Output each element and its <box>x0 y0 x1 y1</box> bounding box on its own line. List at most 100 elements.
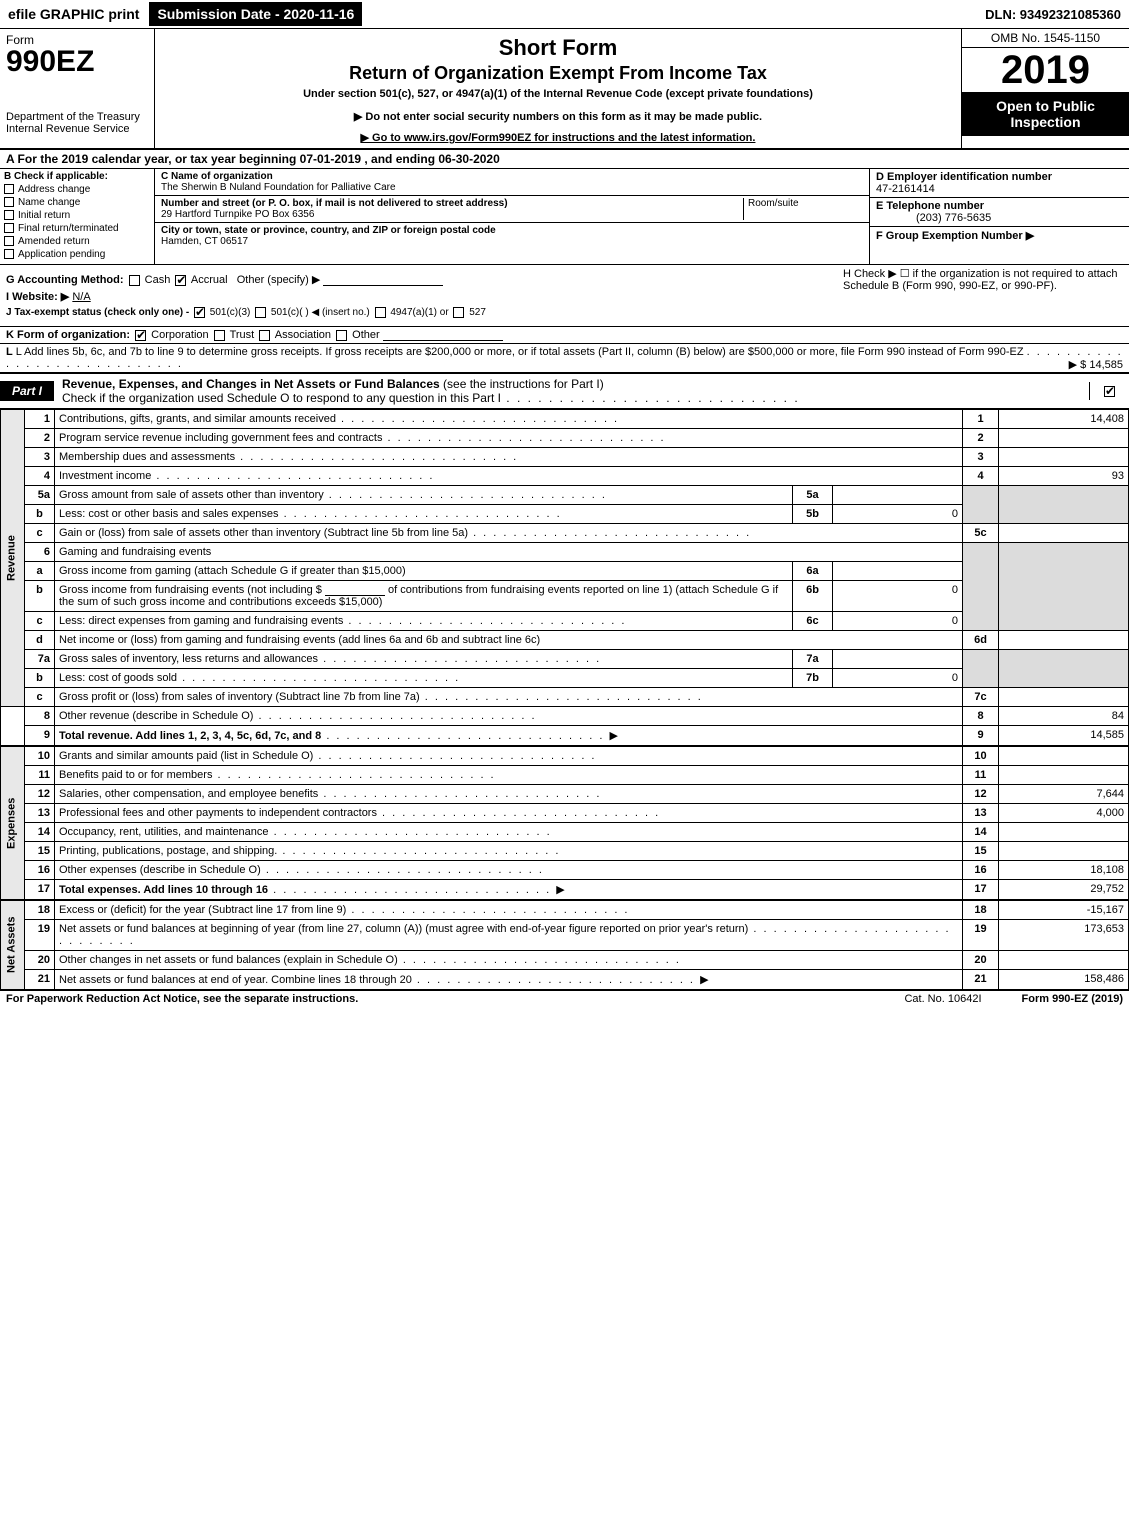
org-city: Hamden, CT 06517 <box>161 236 863 247</box>
amt-line19: 173,653 <box>999 920 1129 951</box>
header-right: OMB No. 1545-1150 2019 Open to Public In… <box>961 29 1129 148</box>
e-tel-label: E Telephone number <box>876 200 984 212</box>
section-b: B Check if applicable: Address change Na… <box>0 169 155 264</box>
chk-assoc[interactable] <box>259 330 270 341</box>
amt-6b: 0 <box>833 581 963 612</box>
room-suite-label: Room/suite <box>743 198 863 220</box>
omb-number: OMB No. 1545-1150 <box>962 29 1129 48</box>
amt-line20 <box>999 951 1129 970</box>
top-bar: efile GRAPHIC print Submission Date - 20… <box>0 0 1129 29</box>
chk-amended-return[interactable]: Amended return <box>4 236 150 247</box>
footer-cat-no: Cat. No. 10642I <box>904 993 981 1005</box>
form-number: 990EZ <box>6 47 148 77</box>
dln-label: DLN: 93492321085360 <box>985 7 1127 22</box>
no-ssn-warning: ▶ Do not enter social security numbers o… <box>163 110 953 123</box>
amt-6c: 0 <box>833 612 963 631</box>
website-value: N/A <box>72 291 90 303</box>
header-left: Form 990EZ Department of the Treasury In… <box>0 29 155 148</box>
side-revenue: Revenue <box>1 410 25 707</box>
section-ghij: G Accounting Method: Cash Accrual Other … <box>0 265 1129 327</box>
chk-accrual[interactable] <box>175 275 186 286</box>
chk-4947[interactable] <box>375 307 386 318</box>
section-k: K Form of organization: Corporation Trus… <box>0 327 1129 344</box>
amt-6a <box>833 562 963 581</box>
footer-left: For Paperwork Reduction Act Notice, see … <box>6 993 358 1005</box>
submission-date-badge: Submission Date - 2020-11-16 <box>149 2 362 26</box>
amt-7b: 0 <box>833 669 963 688</box>
info-row: B Check if applicable: Address change Na… <box>0 169 1129 265</box>
section-def: D Employer identification number 47-2161… <box>869 169 1129 264</box>
amt-line1: 14,408 <box>999 410 1129 429</box>
part1-header: Part I Revenue, Expenses, and Changes in… <box>0 374 1129 409</box>
amt-6d <box>999 631 1129 650</box>
dept-treasury: Department of the Treasury <box>6 111 148 123</box>
page-footer: For Paperwork Reduction Act Notice, see … <box>0 991 1129 1007</box>
amt-line21: 158,486 <box>999 970 1129 991</box>
amt-line9: 14,585 <box>999 726 1129 747</box>
irs-label: Internal Revenue Service <box>6 123 148 135</box>
amt-line4: 93 <box>999 467 1129 486</box>
amt-line13: 4,000 <box>999 804 1129 823</box>
chk-name-change[interactable]: Name change <box>4 197 150 208</box>
f-group-label: F Group Exemption Number ▶ <box>876 230 1034 242</box>
chk-501c[interactable] <box>255 307 266 318</box>
amt-line14 <box>999 823 1129 842</box>
chk-trust[interactable] <box>214 330 225 341</box>
tel-value: (203) 776-5635 <box>876 212 991 224</box>
amt-line3 <box>999 448 1129 467</box>
efile-label[interactable]: efile GRAPHIC print <box>2 4 145 24</box>
section-b-label: B Check if applicable: <box>4 171 150 182</box>
chk-527[interactable] <box>453 307 464 318</box>
org-street: 29 Hartford Turnpike PO Box 6356 <box>161 209 743 220</box>
section-a-tax-year: A For the 2019 calendar year, or tax yea… <box>0 150 1129 169</box>
open-to-public: Open to Public Inspection <box>962 92 1129 136</box>
part1-schedule-o-check[interactable] <box>1089 382 1129 400</box>
amt-line2 <box>999 429 1129 448</box>
amt-line16: 18,108 <box>999 861 1129 880</box>
side-net-assets: Net Assets <box>1 900 25 990</box>
amt-line17: 29,752 <box>999 880 1129 901</box>
chk-501c3[interactable] <box>194 307 205 318</box>
subtitle: Under section 501(c), 527, or 4947(a)(1)… <box>163 88 953 100</box>
part1-title: Revenue, Expenses, and Changes in Net As… <box>54 374 808 408</box>
section-h: H Check ▶ ☐ if the organization is not r… <box>843 267 1123 292</box>
c-city-label: City or town, state or province, country… <box>161 225 496 236</box>
amt-5c <box>999 524 1129 543</box>
gross-receipts-amount: ▶ $ 14,585 <box>1069 358 1123 371</box>
amt-line12: 7,644 <box>999 785 1129 804</box>
amt-line11 <box>999 766 1129 785</box>
amt-line15 <box>999 842 1129 861</box>
c-name-label: C Name of organization <box>161 171 273 182</box>
tax-year: 2019 <box>962 48 1129 92</box>
chk-initial-return[interactable]: Initial return <box>4 210 150 221</box>
form-header: Form 990EZ Department of the Treasury In… <box>0 29 1129 150</box>
d-ein-label: D Employer identification number <box>876 171 1052 183</box>
amt-7c <box>999 688 1129 707</box>
chk-other-org[interactable] <box>336 330 347 341</box>
footer-form-ref: Form 990-EZ (2019) <box>1022 993 1123 1005</box>
amt-line18: -15,167 <box>999 900 1129 920</box>
amt-line10 <box>999 746 1129 766</box>
chk-cash[interactable] <box>129 275 140 286</box>
org-name: The Sherwin B Nuland Foundation for Pall… <box>161 182 863 193</box>
part1-table: Revenue 1 Contributions, gifts, grants, … <box>0 409 1129 991</box>
header-center: Short Form Return of Organization Exempt… <box>155 29 961 148</box>
c-street-label: Number and street (or P. O. box, if mail… <box>161 198 508 209</box>
title-main: Return of Organization Exempt From Incom… <box>163 63 953 84</box>
amt-7a <box>833 650 963 669</box>
chk-corp[interactable] <box>135 330 146 341</box>
goto-link[interactable]: ▶ Go to www.irs.gov/Form990EZ for instru… <box>163 131 953 144</box>
side-expenses: Expenses <box>1 746 25 900</box>
ein-value: 47-2161414 <box>876 183 935 195</box>
section-c: C Name of organization The Sherwin B Nul… <box>155 169 869 264</box>
amt-5a <box>833 486 963 505</box>
chk-application-pending[interactable]: Application pending <box>4 249 150 260</box>
title-short-form: Short Form <box>163 35 953 61</box>
amt-line8: 84 <box>999 707 1129 726</box>
amt-5b: 0 <box>833 505 963 524</box>
part1-tag: Part I <box>0 381 54 401</box>
chk-final-return[interactable]: Final return/terminated <box>4 223 150 234</box>
section-l: L L Add lines 5b, 6c, and 7b to line 9 t… <box>0 344 1129 374</box>
chk-address-change[interactable]: Address change <box>4 184 150 195</box>
section-j: J Tax-exempt status (check only one) - 5… <box>6 307 1123 318</box>
